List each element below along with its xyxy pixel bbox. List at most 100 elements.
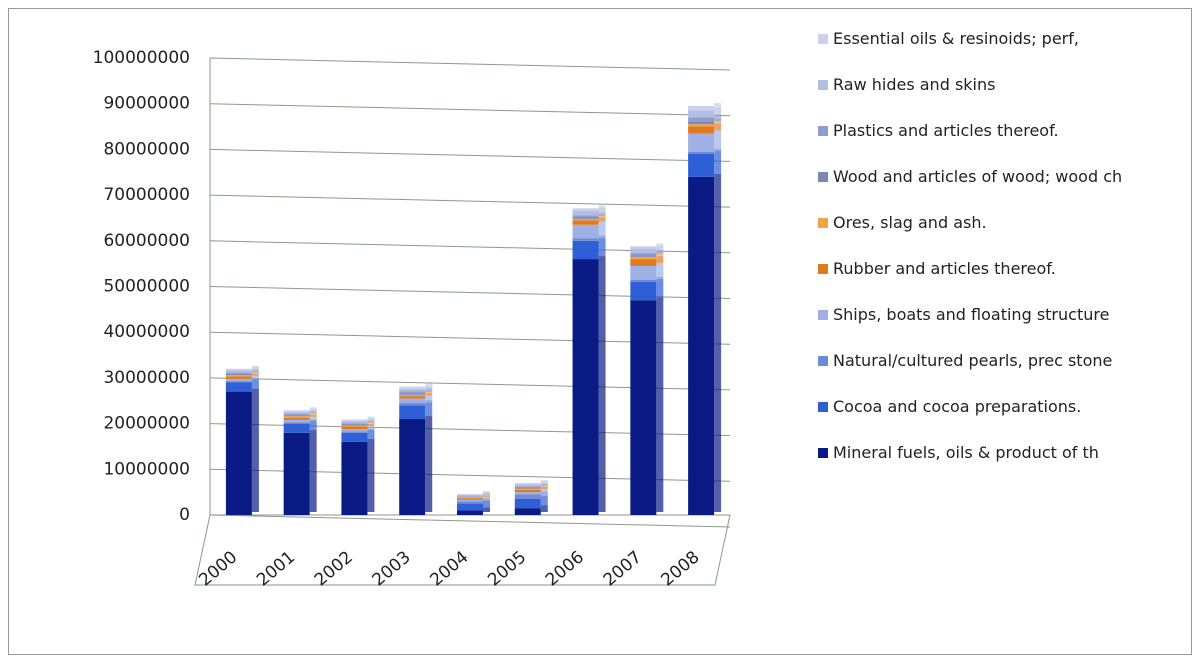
bar-segment [399,419,426,515]
y-tick-label: 20000000 [103,414,190,434]
x-tick-label: 2001 [253,547,299,590]
bar-segment [399,398,426,404]
bar-segment [688,124,715,127]
bar-side [540,486,548,490]
floor [194,514,731,586]
bar-side [483,491,490,494]
legend-swatch [818,218,828,228]
x-tick-label: 2003 [369,547,415,590]
bar-segment [225,373,252,376]
bar-side [425,383,433,386]
bar-segment [630,253,657,256]
bar-side [598,235,606,238]
bar-side [425,416,433,512]
bar-segment [225,378,252,382]
bar-segment [341,425,368,427]
bar-segment [688,110,715,118]
bar-side [656,297,664,512]
bar-segment [572,218,599,221]
legend-item: Wood and articles of wood; wood ch [818,168,1190,214]
bar-side [251,375,259,379]
bar-side [714,118,722,122]
bar-segment [457,501,483,504]
bar-segment [341,441,368,515]
bar-side [251,373,259,376]
bar-side [425,385,433,389]
bar-segment [514,508,541,515]
bar-side [483,490,490,492]
bar-segment [283,419,310,423]
bar-side [367,422,375,424]
bar-segment [283,410,310,412]
bar-segment [341,432,368,442]
bar-side [598,237,606,257]
bar-segment [514,494,541,500]
y-tick-label: 60000000 [103,231,190,251]
grid-line [209,57,731,71]
bar-side [656,262,664,277]
y-tick-label: 90000000 [103,94,190,114]
bar-side [251,378,259,380]
bar-segment [688,126,715,134]
bar-side [425,391,433,394]
x-tick-label: 2006 [542,547,588,590]
bar-side [714,114,722,119]
bar-segment [225,391,252,515]
y-tick-label: 50000000 [103,277,190,297]
y-tick-label: 70000000 [103,185,190,205]
bar-segment [572,224,599,239]
bar-side [425,400,433,403]
bar-segment [572,217,599,219]
bar-side [251,388,259,512]
y-tick-label: 100000000 [93,48,190,68]
bar-segment [630,248,657,254]
bar-side [309,411,317,413]
bar-segment [341,423,368,425]
bar-side [309,414,317,417]
legend-item: Cocoa and cocoa preparations. [818,398,1190,444]
bar-segment [283,417,310,420]
bar-side [309,416,317,420]
bar-side [367,416,375,418]
bar-side [540,491,548,497]
bar-segment [688,117,715,122]
bar-segment [688,153,715,177]
legend-label: Wood and articles of wood; wood ch [833,167,1123,186]
bar-segment [399,394,426,397]
bar-segment [283,422,310,424]
grid-line [209,148,731,162]
x-tick-label: 2007 [600,547,646,590]
bar-segment [399,405,426,420]
y-tick-label: 0 [179,505,190,525]
bar-segment [341,429,368,432]
bar-side [483,495,490,497]
bar-side [309,420,317,430]
bar-segment [283,423,310,433]
bar-side [367,420,375,422]
bar-segment [630,246,657,249]
bar-segment [514,483,541,485]
legend-item: Essential oils & resinoids; perf, [818,30,1190,76]
bar-side [483,507,490,512]
bar-side [714,148,722,151]
bar-side [656,245,664,251]
bar-side [714,130,722,149]
y-tick-label: 30000000 [103,368,190,388]
legend-label: Mineral fuels, oils & product of th [833,443,1099,462]
legend-label: Essential oils & resinoids; perf, [833,29,1079,48]
x-tick-label: 2000 [195,547,241,590]
grid-line [209,514,731,528]
bar-side [309,412,317,414]
bar-side [598,256,606,512]
bar-side [598,207,606,213]
bar-segment [572,259,599,515]
bar-side [656,252,664,254]
bar-segment [341,424,368,426]
bar-segment [341,419,368,421]
bar-side [251,365,259,368]
bar-segment [341,420,368,424]
bar-segment [225,381,252,383]
bar-segment [630,279,657,282]
bar-side [425,390,433,392]
